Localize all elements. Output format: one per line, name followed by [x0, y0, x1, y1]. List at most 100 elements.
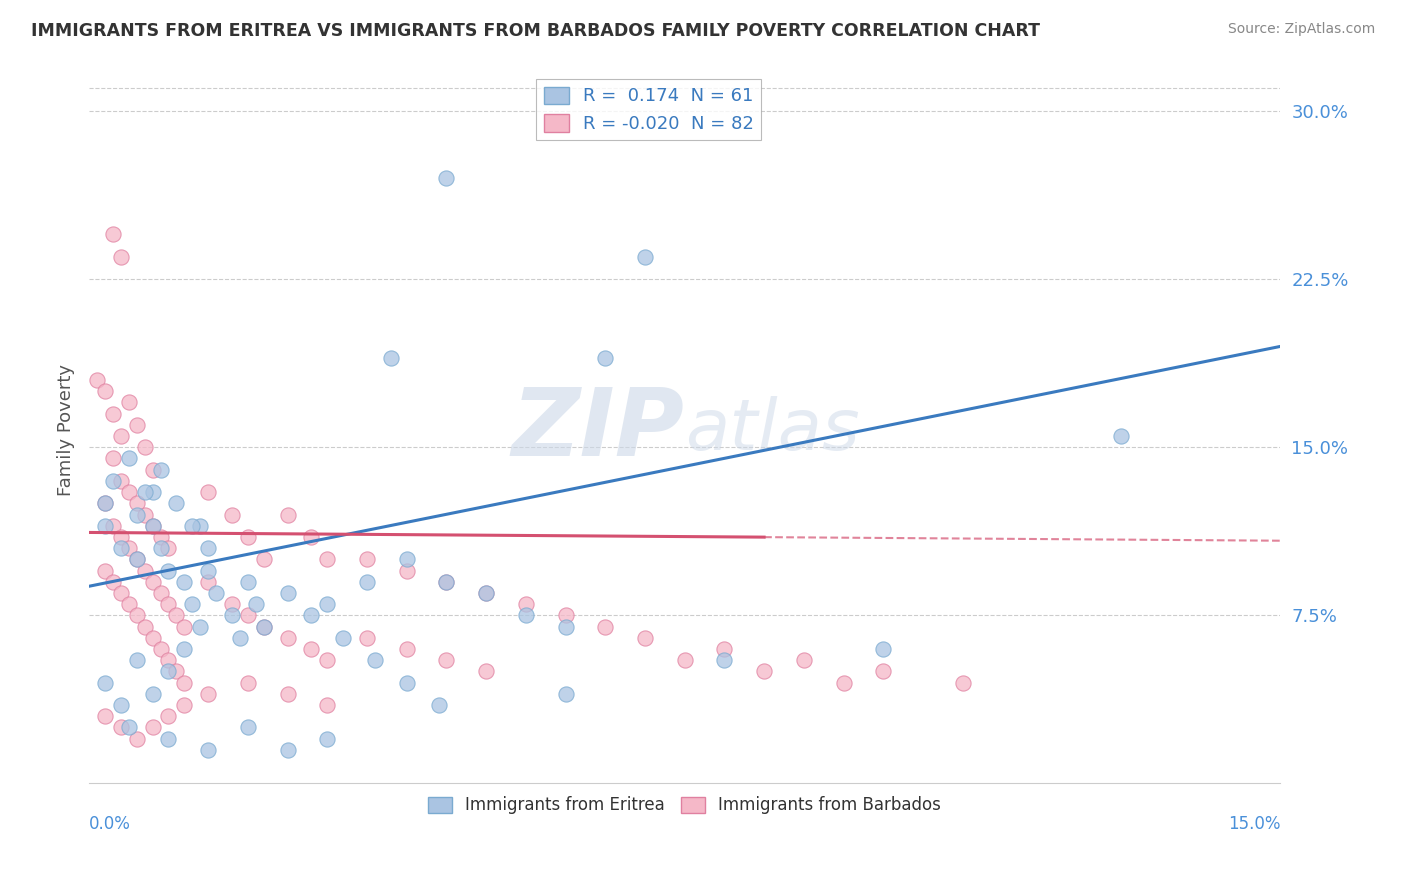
Point [118, 451, 141, 466]
Point [101, 518, 124, 533]
Text: Source: ZipAtlas.com: Source: ZipAtlas.com [1227, 22, 1375, 37]
Legend: Immigrants from Eritrea, Immigrants from Barbados: Immigrants from Eritrea, Immigrants from… [422, 789, 948, 821]
Point [110, 250, 132, 264]
Point [173, 698, 195, 712]
Text: 0.0%: 0.0% [89, 815, 131, 833]
Point [515, 608, 537, 623]
Point [395, 642, 418, 657]
Point [221, 508, 243, 522]
Point [134, 619, 156, 633]
Point [142, 518, 165, 533]
Point [229, 631, 252, 645]
Point [125, 508, 148, 522]
Point [245, 597, 267, 611]
Point [125, 496, 148, 510]
Point [197, 574, 219, 589]
Point [173, 619, 195, 633]
Point [134, 440, 156, 454]
Point [595, 619, 617, 633]
Point [142, 485, 165, 500]
Point [125, 731, 148, 746]
Point [149, 541, 172, 556]
Point [427, 698, 450, 712]
Point [149, 530, 172, 544]
Point [277, 586, 299, 600]
Point [952, 675, 974, 690]
Point [118, 541, 141, 556]
Point [173, 574, 195, 589]
Point [380, 351, 402, 365]
Point [134, 485, 156, 500]
Point [554, 687, 576, 701]
Point [316, 731, 339, 746]
Point [188, 518, 211, 533]
Point [554, 619, 576, 633]
Point [197, 564, 219, 578]
Point [316, 597, 339, 611]
Point [94, 518, 117, 533]
Point [157, 653, 180, 667]
Point [142, 687, 165, 701]
Point [134, 564, 156, 578]
Point [236, 675, 259, 690]
Point [149, 586, 172, 600]
Point [475, 586, 498, 600]
Point [197, 687, 219, 701]
Point [197, 743, 219, 757]
Point [94, 709, 117, 723]
Point [634, 250, 657, 264]
Point [118, 721, 141, 735]
Point [316, 698, 339, 712]
Point [101, 574, 124, 589]
Point [125, 417, 148, 432]
Point [125, 653, 148, 667]
Point [436, 653, 458, 667]
Point [316, 552, 339, 566]
Point [236, 574, 259, 589]
Point [236, 530, 259, 544]
Point [872, 665, 894, 679]
Point [872, 642, 894, 657]
Point [86, 373, 108, 387]
Point [157, 564, 180, 578]
Point [301, 530, 323, 544]
Point [157, 709, 180, 723]
Point [157, 665, 180, 679]
Point [253, 552, 276, 566]
Point [110, 530, 132, 544]
Point [110, 721, 132, 735]
Point [94, 675, 117, 690]
Point [118, 485, 141, 500]
Point [110, 429, 132, 443]
Point [253, 619, 276, 633]
Point [149, 642, 172, 657]
Point [94, 496, 117, 510]
Point [356, 574, 378, 589]
Point [188, 619, 211, 633]
Point [356, 552, 378, 566]
Point [157, 731, 180, 746]
Point [277, 631, 299, 645]
Point [1111, 429, 1133, 443]
Point [142, 631, 165, 645]
Point [595, 351, 617, 365]
Point [713, 642, 735, 657]
Point [118, 395, 141, 409]
Point [101, 451, 124, 466]
Point [395, 675, 418, 690]
Point [165, 665, 187, 679]
Point [253, 619, 276, 633]
Point [142, 463, 165, 477]
Point [832, 675, 855, 690]
Text: IMMIGRANTS FROM ERITREA VS IMMIGRANTS FROM BARBADOS FAMILY POVERTY CORRELATION C: IMMIGRANTS FROM ERITREA VS IMMIGRANTS FR… [31, 22, 1040, 40]
Point [125, 608, 148, 623]
Point [94, 384, 117, 399]
Point [101, 474, 124, 488]
Point [110, 541, 132, 556]
Point [475, 665, 498, 679]
Point [673, 653, 696, 667]
Point [110, 698, 132, 712]
Point [165, 608, 187, 623]
Point [713, 653, 735, 667]
Point [634, 631, 657, 645]
